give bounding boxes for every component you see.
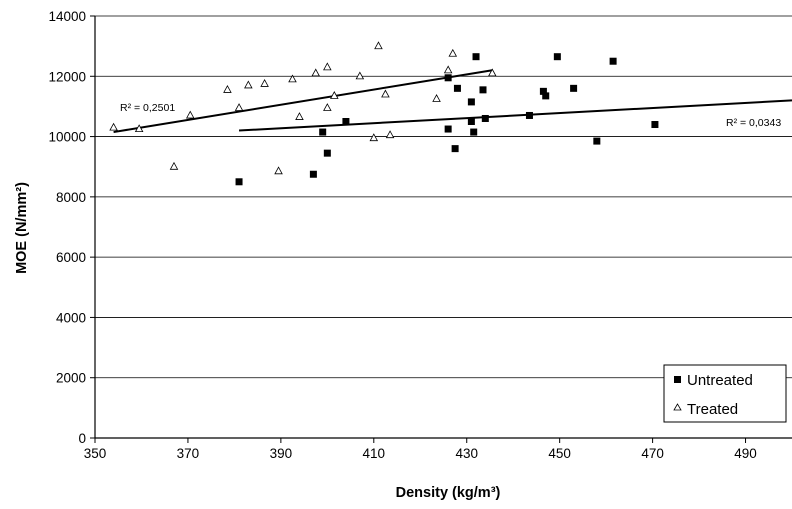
point-treated bbox=[369, 133, 379, 142]
point-untreated bbox=[651, 121, 659, 129]
y-tick-label: 14000 bbox=[48, 9, 86, 24]
y-tick-label: 12000 bbox=[48, 69, 86, 84]
point-treated bbox=[311, 68, 320, 77]
point-treated bbox=[223, 85, 232, 93]
r2-label-treated: R² = 0,2501 bbox=[120, 102, 175, 114]
point-treated bbox=[169, 161, 179, 170]
point-untreated bbox=[235, 178, 243, 186]
legend-label-treated: Treated bbox=[687, 401, 738, 418]
point-untreated bbox=[570, 84, 578, 92]
point-treated bbox=[244, 80, 253, 89]
legend-marker-untreated bbox=[674, 376, 681, 383]
point-untreated bbox=[444, 74, 452, 82]
point-untreated bbox=[444, 125, 452, 133]
point-untreated bbox=[472, 53, 480, 61]
point-untreated bbox=[542, 92, 550, 100]
point-untreated bbox=[609, 57, 617, 65]
x-axis-title: Density (kg/m³) bbox=[396, 485, 501, 501]
point-treated bbox=[323, 103, 332, 111]
point-treated bbox=[295, 112, 304, 120]
data-points bbox=[109, 41, 659, 186]
y-tick-label: 8000 bbox=[56, 190, 86, 205]
point-untreated bbox=[593, 137, 601, 145]
y-tick-label: 6000 bbox=[56, 250, 86, 265]
y-axis-title: MOE (N/mm²) bbox=[14, 182, 30, 274]
point-untreated bbox=[309, 170, 317, 178]
point-treated bbox=[134, 124, 144, 133]
grid-lines bbox=[95, 15, 792, 379]
legend: Untreated Treated bbox=[663, 364, 787, 423]
point-treated bbox=[381, 89, 390, 98]
x-tick-label: 410 bbox=[363, 446, 386, 461]
point-untreated bbox=[453, 84, 461, 92]
point-untreated bbox=[323, 149, 331, 157]
trendline-treated bbox=[113, 69, 493, 134]
point-treated bbox=[323, 62, 332, 71]
r2-label-untreated: R² = 0,0343 bbox=[726, 117, 781, 129]
legend-box bbox=[663, 364, 787, 423]
point-treated bbox=[432, 94, 441, 102]
x-tick-label: 390 bbox=[270, 446, 293, 461]
y-tick-label: 4000 bbox=[56, 310, 86, 325]
point-treated bbox=[288, 74, 297, 83]
point-treated bbox=[274, 166, 283, 175]
point-treated bbox=[488, 68, 497, 77]
point-treated bbox=[355, 71, 365, 80]
point-untreated bbox=[525, 111, 533, 119]
legend-label-untreated: Untreated bbox=[687, 372, 753, 389]
point-treated bbox=[385, 130, 395, 139]
x-tick-label: 370 bbox=[177, 446, 200, 461]
axes bbox=[90, 15, 792, 443]
x-tick-label: 350 bbox=[84, 446, 107, 461]
point-untreated bbox=[470, 128, 478, 136]
trendlines bbox=[113, 69, 792, 134]
x-tick-label: 490 bbox=[734, 446, 757, 461]
point-untreated bbox=[481, 114, 489, 122]
x-tick-labels: 350 370 390 410 430 450 470 490 bbox=[84, 446, 757, 461]
point-untreated bbox=[467, 98, 475, 106]
legend-marker-treated bbox=[673, 403, 682, 411]
point-untreated bbox=[451, 145, 459, 153]
point-treated bbox=[330, 91, 339, 99]
point-untreated bbox=[319, 128, 327, 136]
x-tick-label: 470 bbox=[641, 446, 664, 461]
point-treated bbox=[234, 103, 244, 111]
point-untreated bbox=[342, 118, 350, 125]
point-untreated bbox=[467, 118, 475, 125]
point-treated bbox=[374, 41, 383, 50]
y-tick-label: 10000 bbox=[48, 130, 86, 145]
point-treated bbox=[260, 78, 269, 87]
point-treated bbox=[448, 48, 458, 57]
point-treated bbox=[109, 122, 118, 131]
y-tick-label: 2000 bbox=[56, 371, 86, 386]
point-untreated bbox=[553, 53, 561, 61]
point-untreated bbox=[479, 86, 487, 94]
x-tick-label: 450 bbox=[548, 446, 571, 461]
y-tick-label: 0 bbox=[78, 431, 86, 446]
point-untreated bbox=[539, 87, 547, 95]
point-treated bbox=[443, 65, 453, 74]
trendline-untreated bbox=[238, 99, 792, 132]
point-treated bbox=[185, 110, 195, 119]
x-tick-label: 430 bbox=[455, 446, 478, 461]
y-tick-labels: 0 2000 4000 6000 8000 10000 12000 14000 bbox=[48, 9, 86, 446]
